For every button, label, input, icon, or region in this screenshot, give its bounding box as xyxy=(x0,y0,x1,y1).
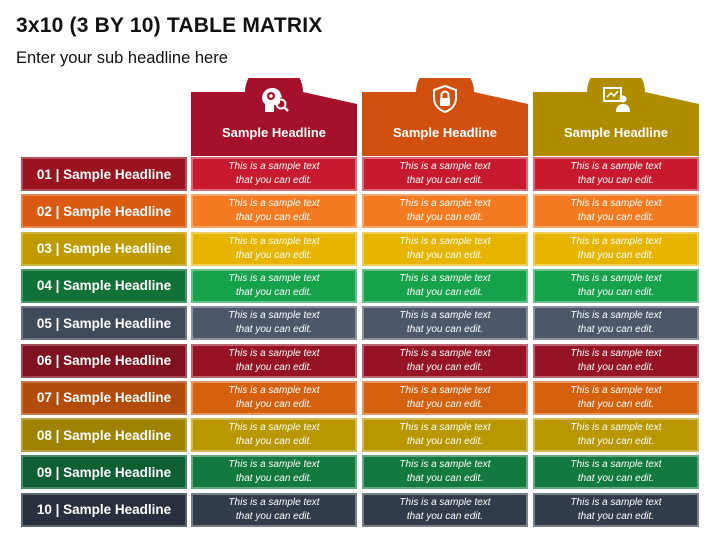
cell-r1-c2[interactable]: This is a sample text that you can edit. xyxy=(362,157,528,191)
cell-r4-c2[interactable]: This is a sample text that you can edit. xyxy=(362,268,528,303)
cell-r8-c1[interactable]: This is a sample text that you can edit. xyxy=(191,418,357,453)
cell-r7-c1[interactable]: This is a sample text that you can edit. xyxy=(191,380,357,415)
shield-lock-icon xyxy=(433,84,457,114)
cell-r6-c2[interactable]: This is a sample text that you can edit. xyxy=(362,343,528,378)
cell-r10-c2[interactable]: This is a sample text that you can edit. xyxy=(362,492,528,527)
page-title: 3x10 (3 BY 10) TABLE MATRIX xyxy=(16,14,323,37)
row-label-10[interactable]: 10 | Sample Headline xyxy=(21,492,187,527)
cell-r7-c3[interactable]: This is a sample text that you can edit. xyxy=(533,380,699,415)
cell-r5-c2[interactable]: This is a sample text that you can edit. xyxy=(362,306,528,341)
cell-r2-c2[interactable]: This is a sample text that you can edit. xyxy=(362,194,528,229)
column-header-2-label: Sample Headline xyxy=(392,125,498,140)
cell-r9-c2[interactable]: This is a sample text that you can edit. xyxy=(362,455,528,490)
cell-r2-c3[interactable]: This is a sample text that you can edit. xyxy=(533,194,699,229)
cell-r6-c1[interactable]: This is a sample text that you can edit. xyxy=(191,343,357,378)
column-header-1-label: Sample Headline xyxy=(221,125,327,140)
cell-r8-c3[interactable]: This is a sample text that you can edit. xyxy=(533,418,699,453)
row-label-7[interactable]: 07 | Sample Headline xyxy=(21,380,187,415)
column-header-1[interactable]: Sample Headline xyxy=(191,78,357,156)
head-gear-icon xyxy=(262,87,289,112)
column-header-3-shape xyxy=(533,78,699,156)
row-label-3[interactable]: 03 | Sample Headline xyxy=(21,231,187,266)
row-label-9[interactable]: 09 | Sample Headline xyxy=(21,455,187,490)
cell-r2-c1[interactable]: This is a sample text that you can edit. xyxy=(191,194,357,229)
column-header-2[interactable]: Sample Headline xyxy=(362,78,528,156)
cell-r9-c3[interactable]: This is a sample text that you can edit. xyxy=(533,455,699,490)
row-label-8[interactable]: 08 | Sample Headline xyxy=(21,418,187,453)
row-label-1[interactable]: 01 | Sample Headline xyxy=(21,157,187,191)
cell-r7-c2[interactable]: This is a sample text that you can edit. xyxy=(362,380,528,415)
cell-r6-c3[interactable]: This is a sample text that you can edit. xyxy=(533,343,699,378)
presenter-board-icon xyxy=(603,87,630,112)
cell-r9-c1[interactable]: This is a sample text that you can edit. xyxy=(191,455,357,490)
column-header-3[interactable]: Sample Headline xyxy=(533,78,699,156)
column-header-2-shape xyxy=(362,78,528,156)
cell-r3-c2[interactable]: This is a sample text that you can edit. xyxy=(362,231,528,266)
cell-r1-c1[interactable]: This is a sample text that you can edit. xyxy=(191,157,357,191)
cell-r4-c1[interactable]: This is a sample text that you can edit. xyxy=(191,268,357,303)
cell-r4-c3[interactable]: This is a sample text that you can edit. xyxy=(533,268,699,303)
row-label-4[interactable]: 04 | Sample Headline xyxy=(21,268,187,303)
cell-r5-c1[interactable]: This is a sample text that you can edit. xyxy=(191,306,357,341)
cell-r3-c1[interactable]: This is a sample text that you can edit. xyxy=(191,231,357,266)
cell-r10-c3[interactable]: This is a sample text that you can edit. xyxy=(533,492,699,527)
cell-r10-c1[interactable]: This is a sample text that you can edit. xyxy=(191,492,357,527)
row-label-2[interactable]: 02 | Sample Headline xyxy=(21,194,187,229)
row-label-5[interactable]: 05 | Sample Headline xyxy=(21,306,187,341)
cell-r8-c2[interactable]: This is a sample text that you can edit. xyxy=(362,418,528,453)
cell-r3-c3[interactable]: This is a sample text that you can edit. xyxy=(533,231,699,266)
page-subtitle: Enter your sub headline here xyxy=(16,49,228,67)
cell-r5-c3[interactable]: This is a sample text that you can edit. xyxy=(533,306,699,341)
row-label-6[interactable]: 06 | Sample Headline xyxy=(21,343,187,378)
cell-r1-c3[interactable]: This is a sample text that you can edit. xyxy=(533,157,699,191)
column-header-1-shape xyxy=(191,78,357,156)
column-header-3-label: Sample Headline xyxy=(563,125,669,140)
